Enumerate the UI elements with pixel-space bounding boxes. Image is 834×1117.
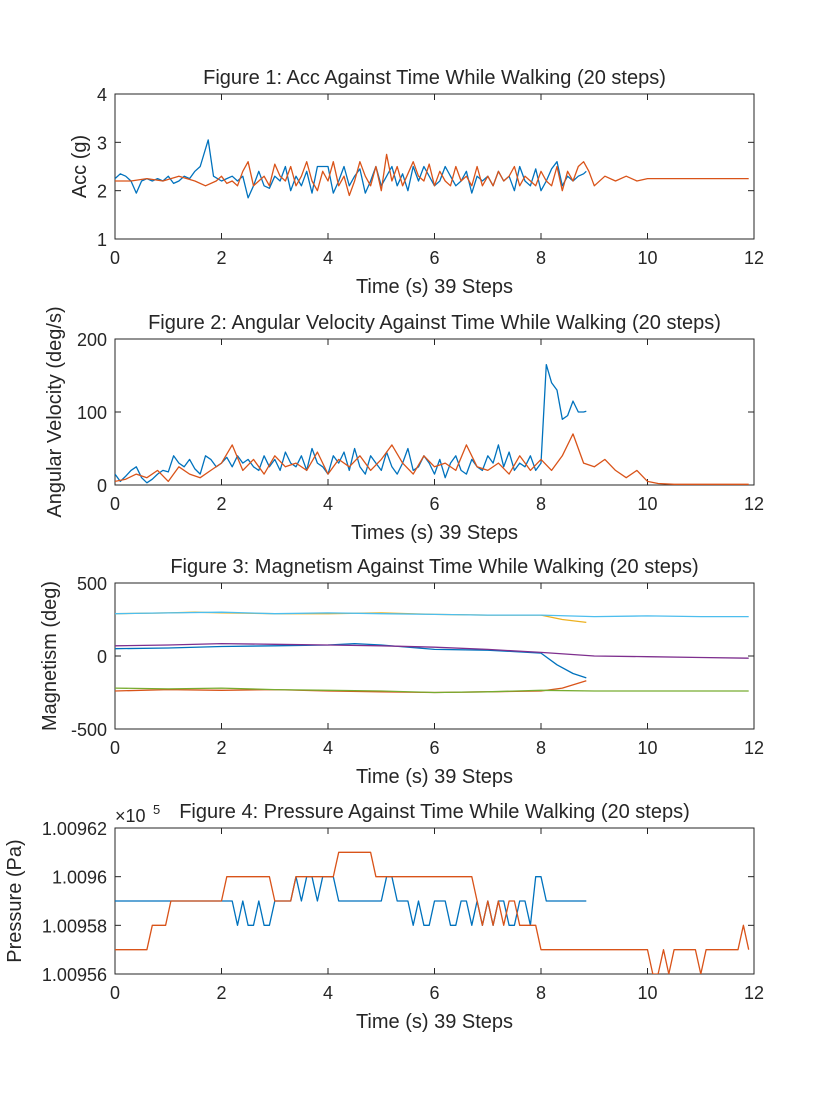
y-tick-label: -500 bbox=[71, 720, 107, 740]
series-line-2 bbox=[115, 433, 749, 485]
series-line-2 bbox=[115, 153, 749, 197]
x-tick-label: 12 bbox=[744, 248, 764, 268]
x-tick-label: 4 bbox=[323, 983, 333, 1003]
plot-area bbox=[114, 582, 755, 730]
chart-title: Figure 4: Pressure Against Time While Wa… bbox=[179, 801, 690, 823]
chart-title: Figure 1: Acc Against Time While Walking… bbox=[203, 67, 666, 89]
x-tick-label: 0 bbox=[110, 494, 120, 514]
x-axis-label: Time (s) 39 Steps bbox=[356, 766, 513, 788]
x-tick-label: 2 bbox=[216, 494, 226, 514]
y-tick-label: 1.00962 bbox=[42, 819, 107, 839]
y-tick-label: 1.00956 bbox=[42, 965, 107, 985]
x-tick-label: 8 bbox=[536, 248, 546, 268]
series-line-1 bbox=[115, 139, 587, 199]
x-tick-label: 4 bbox=[323, 738, 333, 758]
x-tick-label: 2 bbox=[216, 983, 226, 1003]
series-line-5 bbox=[115, 687, 749, 694]
plot-area bbox=[114, 338, 755, 486]
x-tick-label: 10 bbox=[637, 983, 657, 1003]
x-tick-label: 10 bbox=[637, 738, 657, 758]
plot-area bbox=[114, 93, 755, 240]
series-line-1 bbox=[115, 642, 587, 679]
y-tick-label: 200 bbox=[77, 330, 107, 350]
x-tick-label: 4 bbox=[323, 494, 333, 514]
x-tick-label: 12 bbox=[744, 738, 764, 758]
y-tick-label: 1.00958 bbox=[42, 916, 107, 936]
x-tick-label: 8 bbox=[536, 738, 546, 758]
x-tick-label: 8 bbox=[536, 983, 546, 1003]
subplot-4: 0 2 4 6 8 10 12 1.00956 1.00958 1.0096 1.00962 Figu… bbox=[4, 801, 764, 1033]
y-tick-label: 0 bbox=[97, 647, 107, 667]
axis-exponent: 5 bbox=[153, 802, 160, 817]
x-tick-label: 0 bbox=[110, 248, 120, 268]
x-tick-label: 10 bbox=[637, 248, 657, 268]
x-axis-label: Time (s) 39 Steps bbox=[356, 276, 513, 298]
x-tick-label: 6 bbox=[429, 983, 439, 1003]
x-tick-label: 10 bbox=[637, 494, 657, 514]
x-axis-label: Time (s) 39 Steps bbox=[356, 1011, 513, 1033]
y-tick-label: 1 bbox=[97, 230, 107, 250]
y-axis-label: Magnetism (deg) bbox=[39, 581, 61, 731]
chart-title: Figure 2: Angular Velocity Against Time … bbox=[148, 312, 721, 334]
x-tick-label: 6 bbox=[429, 738, 439, 758]
x-tick-label: 2 bbox=[216, 248, 226, 268]
x-tick-label: 6 bbox=[429, 248, 439, 268]
x-tick-label: 12 bbox=[744, 983, 764, 1003]
x-tick-label: 0 bbox=[110, 983, 120, 1003]
series-line-2 bbox=[115, 851, 750, 974]
chart-title: Figure 3: Magnetism Against Time While W… bbox=[170, 556, 698, 578]
x-tick-label: 2 bbox=[216, 738, 226, 758]
x-tick-label: 6 bbox=[429, 494, 439, 514]
y-tick-label: 500 bbox=[77, 574, 107, 594]
series-line-1 bbox=[115, 363, 587, 484]
x-tick-label: 8 bbox=[536, 494, 546, 514]
series-line-4 bbox=[115, 642, 749, 659]
y-tick-label: 4 bbox=[97, 85, 107, 105]
y-tick-label: 0 bbox=[97, 476, 107, 496]
y-tick-label: 100 bbox=[77, 403, 107, 423]
y-axis-label: Pressure (Pa) bbox=[4, 839, 26, 962]
y-axis-label: Angular Velocity (deg/s) bbox=[44, 306, 66, 517]
x-axis-label: Times (s) 39 Steps bbox=[351, 522, 518, 544]
x-tick-label: 12 bbox=[744, 494, 764, 514]
x-tick-label: 0 bbox=[110, 738, 120, 758]
y-tick-label: 2 bbox=[97, 182, 107, 202]
y-axis-label: Acc (g) bbox=[69, 135, 91, 198]
y-tick-label: 3 bbox=[97, 133, 107, 153]
axis-multiplier: ×10 bbox=[115, 806, 146, 826]
series-line-6 bbox=[115, 611, 749, 618]
x-tick-label: 4 bbox=[323, 248, 333, 268]
subplot-2: 0 2 4 6 8 10 12 0 100 200 Figure 2: Angular Veloci… bbox=[44, 306, 764, 544]
y-tick-label: 1.0096 bbox=[52, 868, 107, 888]
